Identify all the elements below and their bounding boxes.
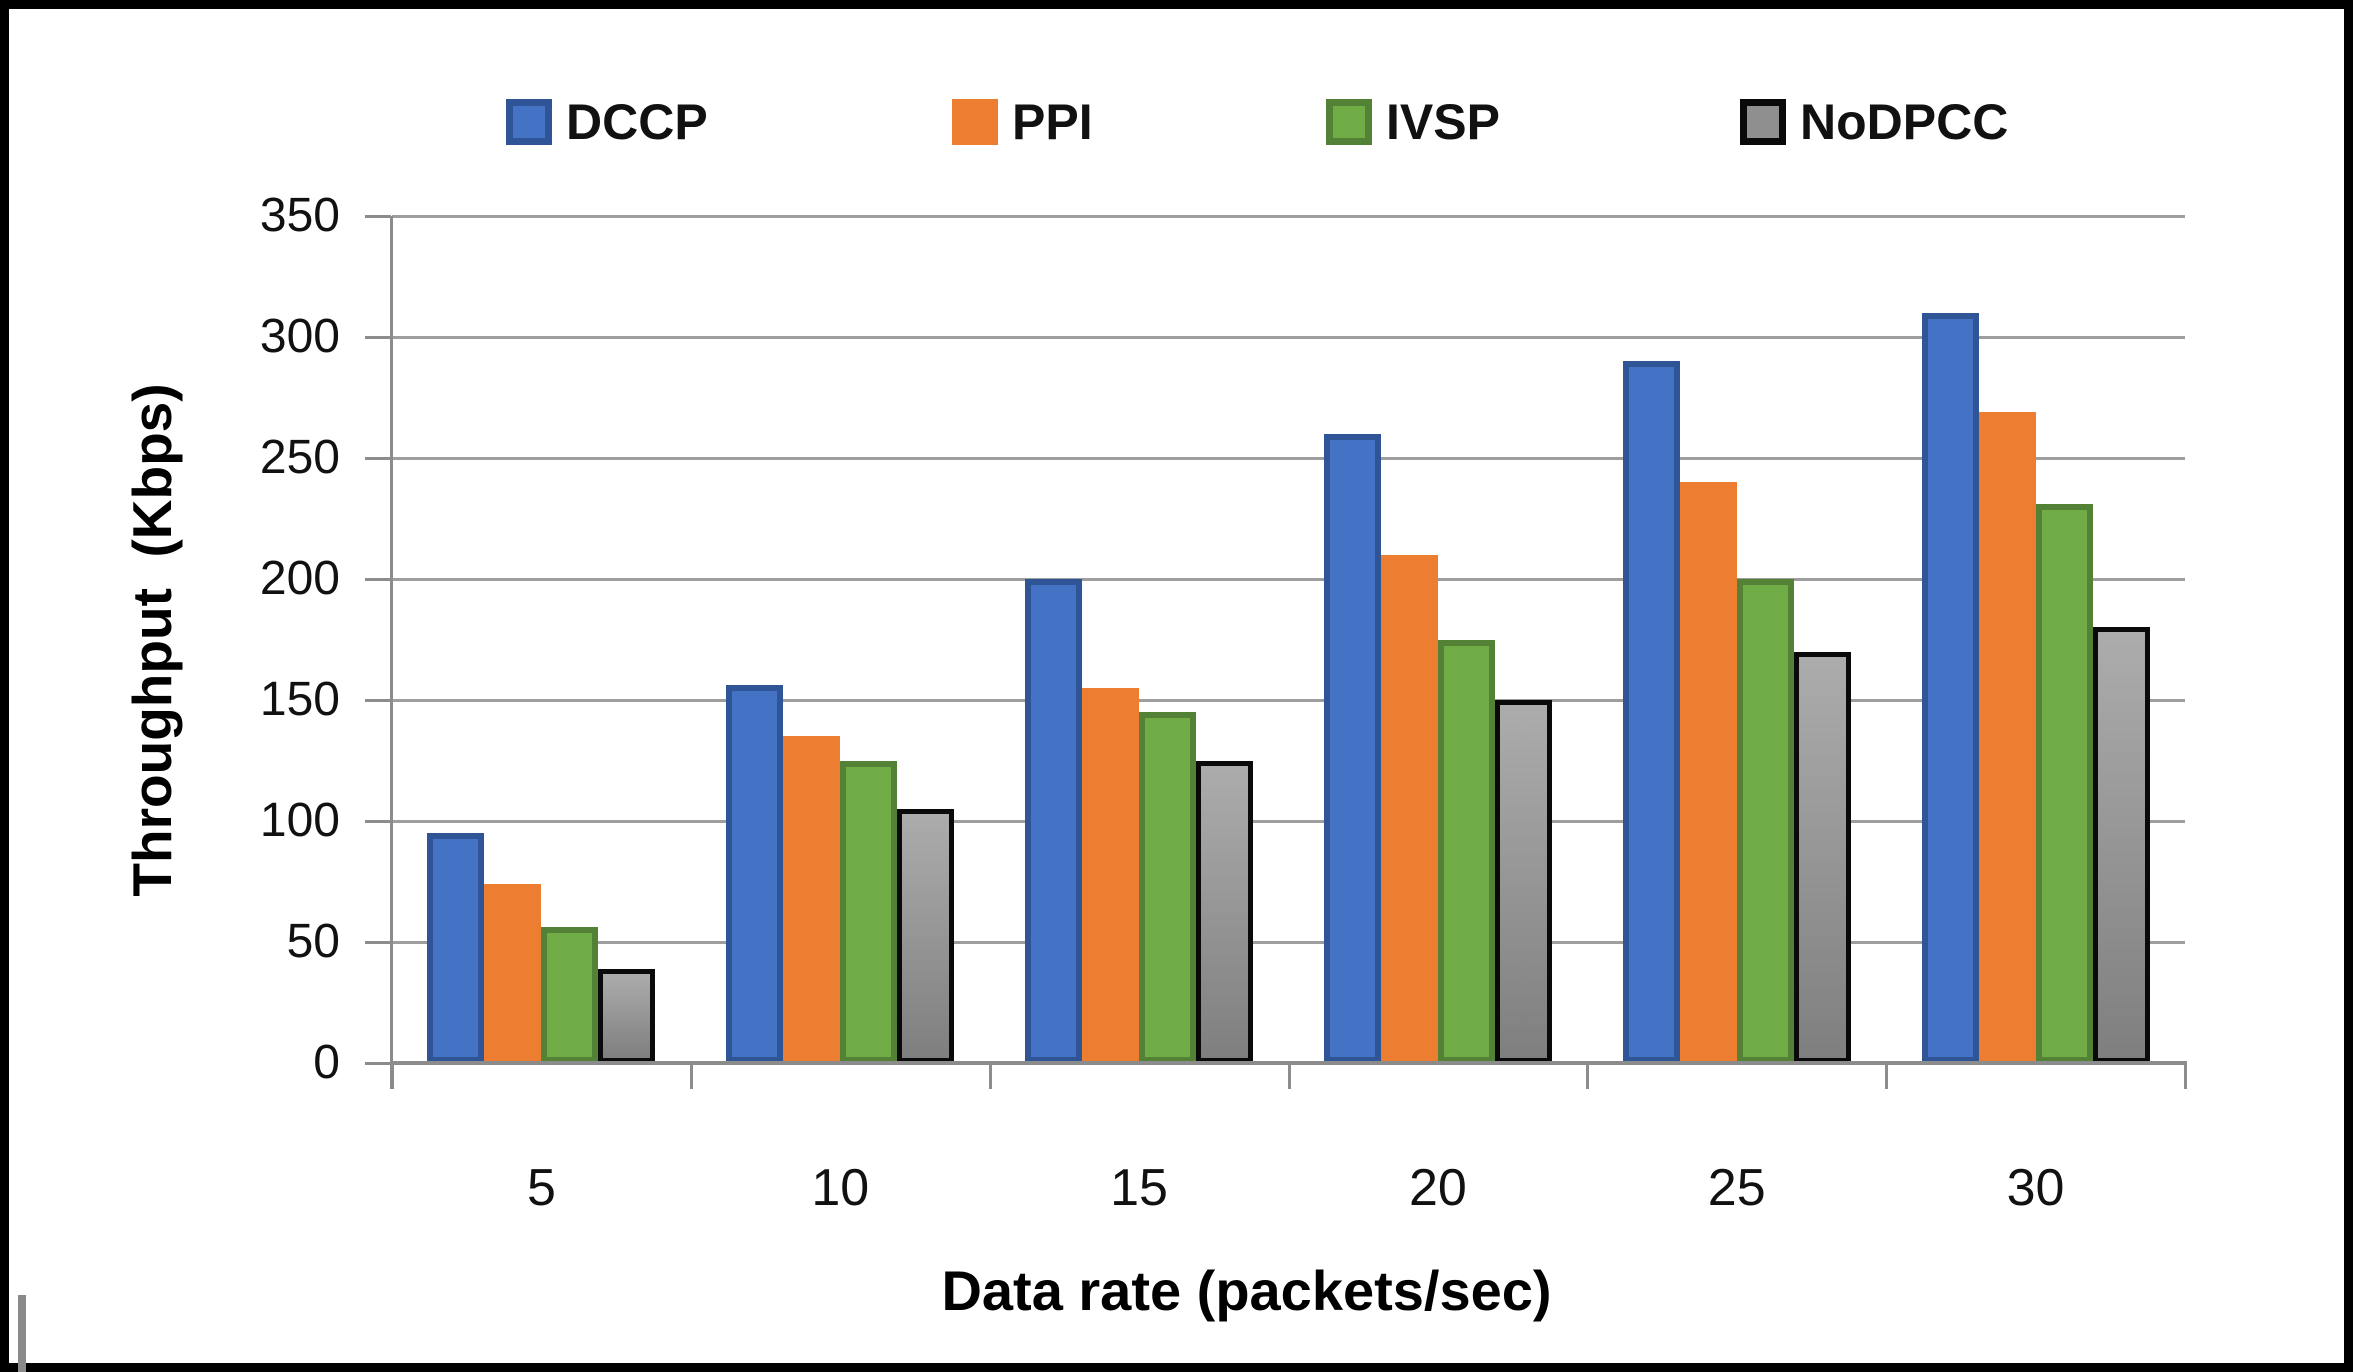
gridline-200	[392, 578, 2185, 581]
y-tick-label-50: 50	[286, 915, 340, 968]
y-tick-100	[365, 820, 391, 823]
bar-group-5	[392, 216, 691, 1063]
bar-ivsp-20	[1437, 639, 1495, 1063]
bar-ivsp-10	[840, 760, 898, 1063]
y-tick-label-150: 150	[259, 673, 340, 726]
bar-dccp-20	[1323, 433, 1381, 1063]
bar-dccp-30	[1921, 312, 1979, 1063]
bar-ivsp-30	[2035, 503, 2093, 1063]
bar-dccp-10	[726, 685, 784, 1063]
legend-swatch-nodpcc-icon	[1740, 99, 1786, 145]
y-tick-label-350: 350	[259, 189, 340, 242]
bar-ppi-5	[484, 883, 542, 1063]
y-tick-label-200: 200	[259, 552, 340, 605]
x-tick-4	[1586, 1061, 1590, 1089]
y-tick-label-100: 100	[259, 794, 340, 847]
legend-item-ivsp: IVSP	[1326, 96, 1500, 148]
y-tick-150	[365, 699, 391, 702]
bar-dccp-25	[1622, 361, 1680, 1063]
gridline-50	[392, 941, 2185, 944]
bar-nodpcc-30	[2092, 627, 2150, 1063]
bar-dccp-15	[1025, 579, 1083, 1063]
legend-item-ppi: PPI	[952, 96, 1093, 148]
bar-group-25	[1587, 216, 1886, 1063]
gridline-250	[392, 457, 2185, 460]
bar-nodpcc-25	[1793, 651, 1851, 1063]
bar-nodpcc-5	[598, 968, 656, 1063]
legend-swatch-dccp-icon	[506, 99, 552, 145]
x-axis-title: Data rate (packets/sec)	[941, 1259, 1552, 1322]
x-tick-label-5: 5	[526, 1159, 556, 1217]
y-tick-250	[365, 457, 391, 460]
x-tick-3	[1287, 1061, 1291, 1089]
legend-label-ppi: PPI	[1012, 94, 1093, 150]
bar-nodpcc-10	[897, 808, 955, 1063]
x-tick-label-10: 10	[811, 1159, 870, 1217]
bar-group-20	[1288, 216, 1587, 1063]
x-tick-5	[1885, 1061, 1889, 1089]
gridline-150	[392, 699, 2185, 702]
y-tick-label-0: 0	[313, 1036, 340, 1089]
bar-ppi-15	[1082, 687, 1140, 1063]
bar-nodpcc-15	[1196, 760, 1254, 1063]
legend-label-ivsp: IVSP	[1386, 94, 1500, 150]
y-tick-50	[365, 941, 391, 944]
y-tick-200	[365, 578, 391, 581]
y-tick-300	[365, 336, 391, 339]
x-tick-label-20: 20	[1408, 1159, 1467, 1217]
bar-ppi-25	[1679, 482, 1737, 1063]
legend-label-dccp: DCCP	[566, 94, 708, 150]
bar-nodpcc-20	[1494, 700, 1552, 1063]
x-tick-1	[689, 1061, 693, 1089]
x-tick-label-25: 25	[1707, 1159, 1766, 1217]
legend-item-dccp: DCCP	[506, 96, 708, 148]
bar-group-30	[1886, 216, 2185, 1063]
x-tick-2	[988, 1061, 992, 1089]
y-tick-0	[365, 1062, 391, 1065]
plot-area	[365, 215, 2187, 1089]
legend-item-nodpcc: NoDPCC	[1740, 96, 2008, 148]
x-axis-tick-labels: 5 10 15 20 25 30	[392, 1158, 2185, 1218]
bar-ppi-10	[783, 736, 841, 1063]
bar-group-15	[990, 216, 1289, 1063]
bar-group-10	[691, 216, 990, 1063]
legend-swatch-ivsp-icon	[1326, 99, 1372, 145]
x-tick-6	[2184, 1061, 2187, 1089]
legend-swatch-ppi-icon	[952, 99, 998, 145]
bars-layer	[392, 216, 2185, 1063]
y-tick-label-300: 300	[259, 310, 340, 363]
bar-ivsp-5	[541, 927, 599, 1063]
x-tick-label-30: 30	[2006, 1159, 2065, 1217]
legend-label-nodpcc: NoDPCC	[1800, 94, 2009, 150]
bar-ivsp-25	[1736, 579, 1794, 1063]
gridline-300	[392, 336, 2185, 339]
x-tick-label-15: 15	[1110, 1159, 1168, 1217]
y-tick-350	[365, 215, 391, 218]
y-tick-label-250: 250	[259, 431, 340, 484]
bar-ppi-20	[1380, 554, 1438, 1063]
gridline-100	[392, 820, 2185, 823]
stray-tick-artifact	[18, 1295, 26, 1372]
bar-ppi-30	[1978, 412, 2036, 1063]
y-axis-line	[390, 216, 393, 1089]
x-tick-0	[391, 1061, 394, 1089]
bar-dccp-5	[427, 833, 485, 1063]
bar-ivsp-15	[1139, 712, 1197, 1063]
gridline-350	[392, 215, 2185, 218]
